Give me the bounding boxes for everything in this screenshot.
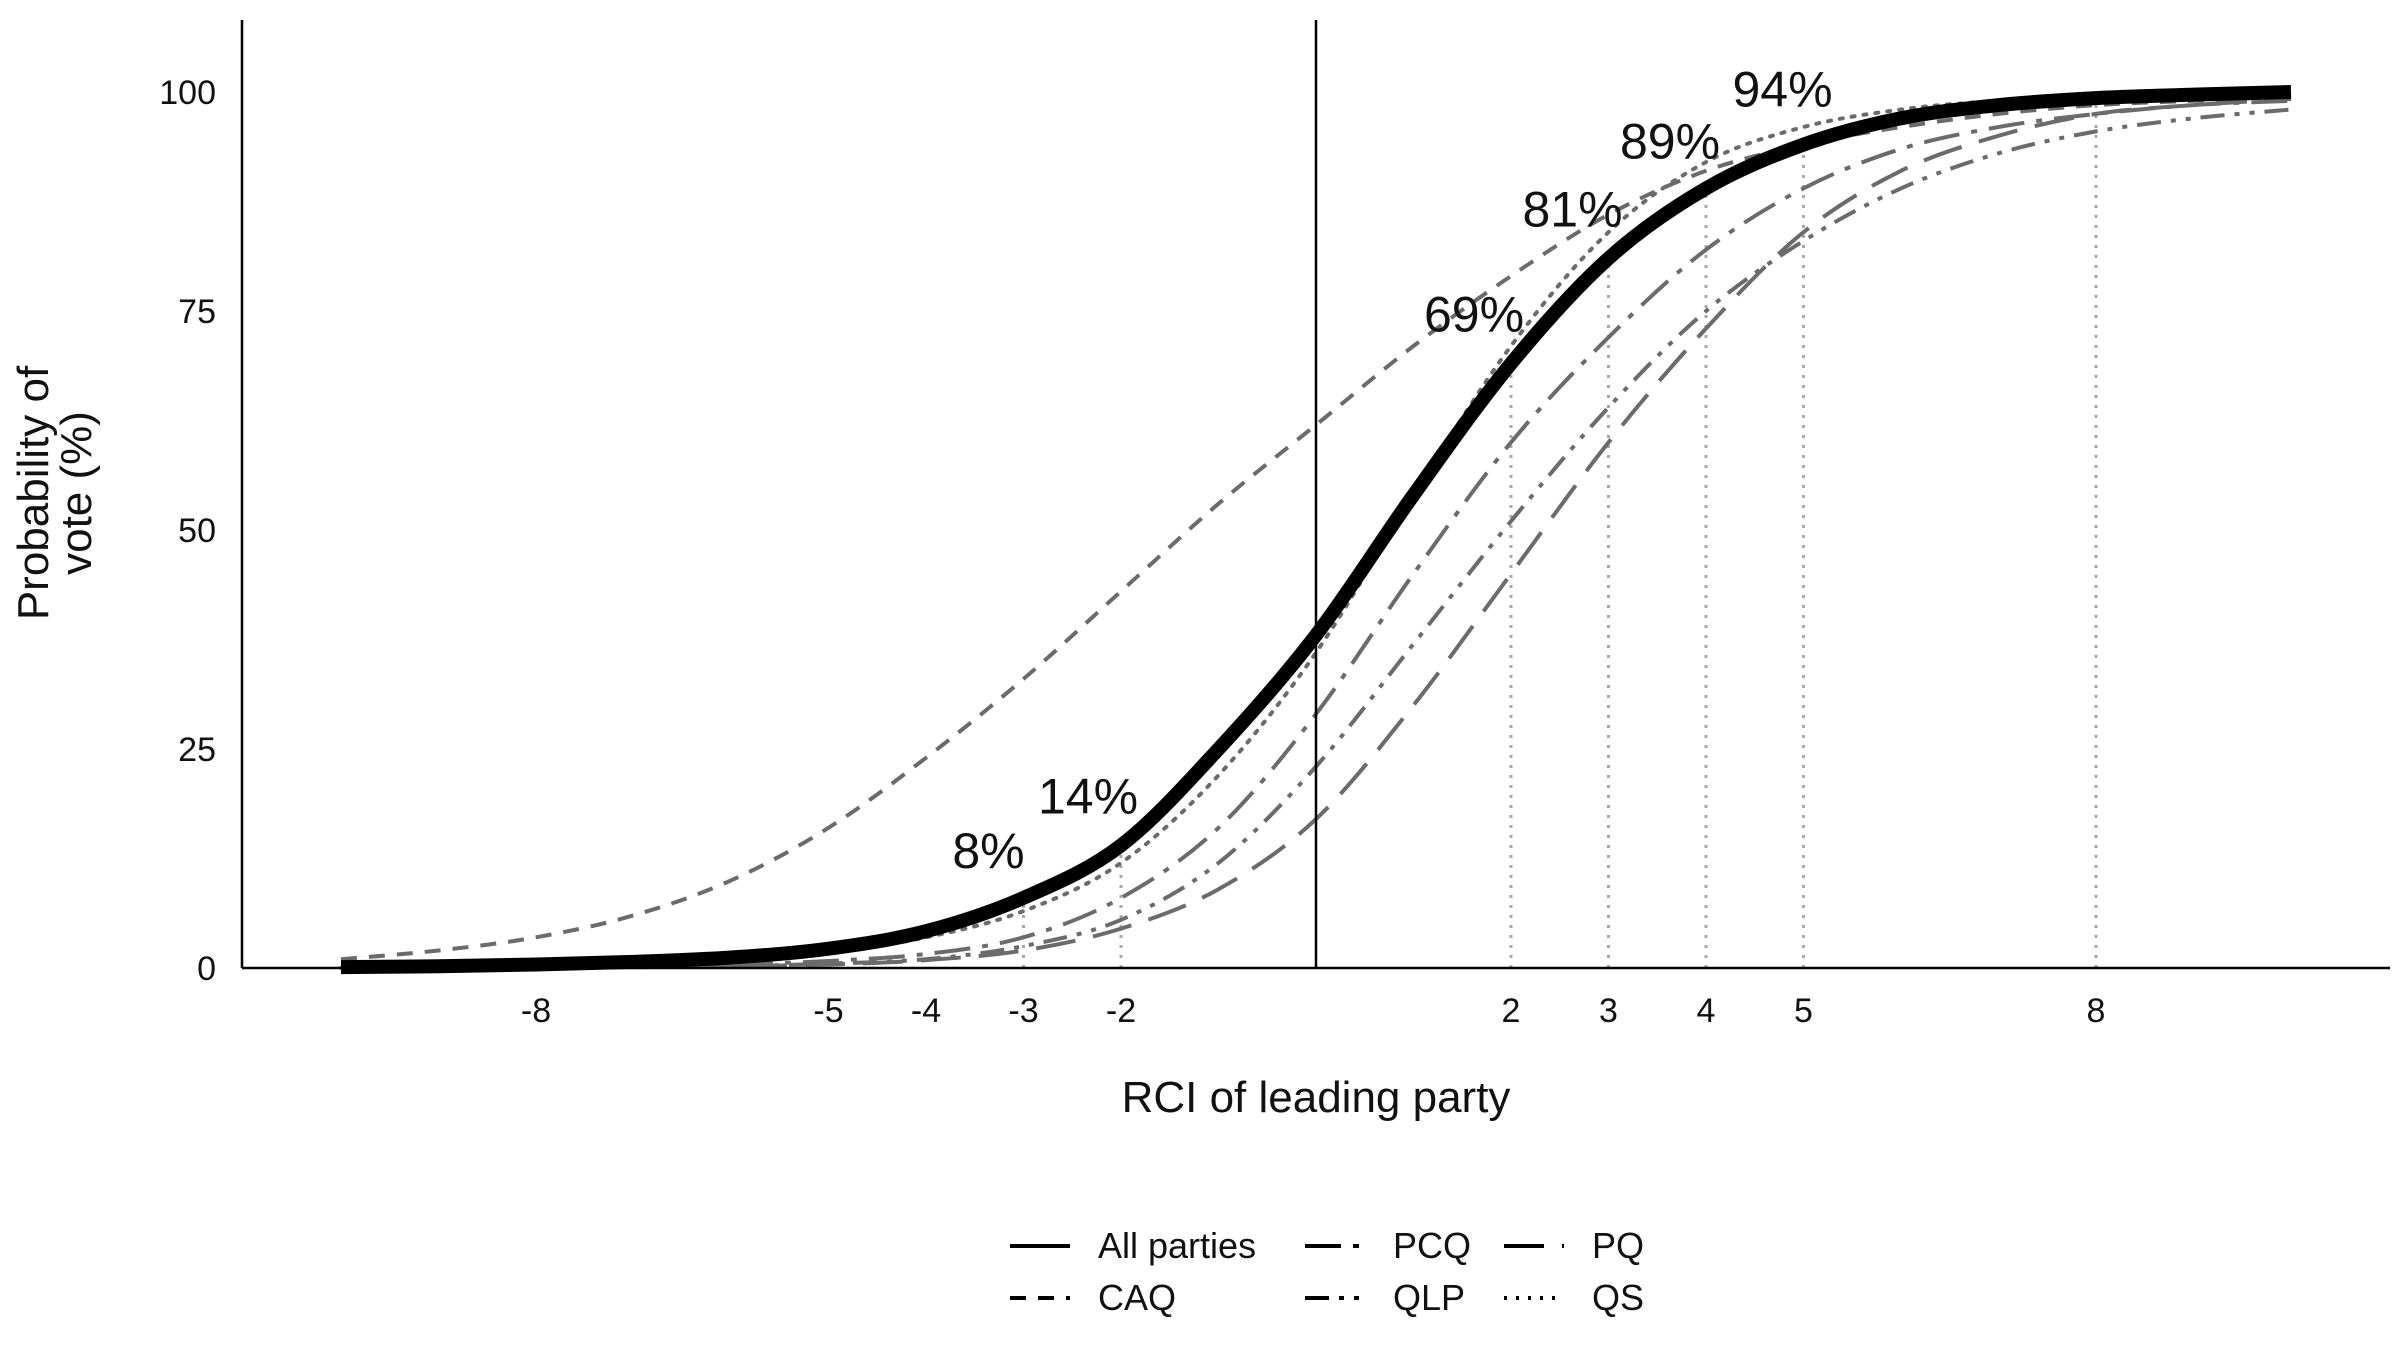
- annotations: 8%14% 69% 81% 89%94%: [952, 62, 1832, 879]
- annotation-label: 89%: [1620, 113, 1720, 169]
- legend-label: QS: [1592, 1277, 1644, 1318]
- x-tick-label: 4: [1697, 992, 1716, 1030]
- series-lines: [339, 85, 2293, 975]
- x-tick-label: 8: [2087, 992, 2106, 1030]
- axes: [240, 20, 2390, 970]
- legend-item-all-parties: All parties: [1010, 1225, 1256, 1266]
- legend-label: PCQ: [1393, 1225, 1471, 1266]
- legend-item-pq: PQ: [1504, 1225, 1644, 1266]
- x-axis-label: RCI of leading party: [1122, 1073, 1511, 1122]
- x-tick-label: -8: [521, 992, 551, 1030]
- legend-label: CAQ: [1098, 1277, 1176, 1318]
- tick-labels: 0 25 50 75 100 -8 -5 -4 -3 -2 2 3 4 5 8: [159, 74, 2105, 1030]
- y-tick-label: 100: [159, 74, 216, 112]
- y-tick-label: 75: [178, 293, 216, 331]
- series-all-parties: [340, 85, 2292, 975]
- annotation-label: 69%: [1424, 287, 1524, 343]
- annotation-label: 14%: [1038, 768, 1138, 824]
- legend-label: QLP: [1393, 1277, 1465, 1318]
- y-axis-label: Probability of vote (%): [9, 365, 101, 620]
- y-tick-label: 50: [178, 512, 216, 550]
- y-axis-label-line-2: vote (%): [52, 411, 101, 575]
- legend-item-qs: QS: [1504, 1277, 1644, 1318]
- legend-label: All parties: [1098, 1225, 1256, 1266]
- series-qlp: [340, 107, 2292, 970]
- legend-item-qlp: QLP: [1305, 1277, 1465, 1318]
- legend-item-caq: CAQ: [1010, 1277, 1176, 1318]
- legend: All parties CAQ PCQ QLP PQ QS: [1010, 1225, 1644, 1318]
- annotation-label: 94%: [1732, 62, 1832, 118]
- annotation-label: 81%: [1522, 181, 1622, 237]
- x-tick-label: -4: [911, 992, 941, 1030]
- x-tick-label: 2: [1502, 992, 1521, 1030]
- x-tick-label: -5: [813, 992, 843, 1030]
- series-caq: [340, 94, 2292, 962]
- x-tick-label: -2: [1106, 992, 1136, 1030]
- y-tick-label: 25: [178, 731, 216, 769]
- annotation-label: 8%: [952, 823, 1024, 879]
- y-axis-label-line-1: Probability of: [9, 365, 58, 620]
- x-tick-label: -3: [1008, 992, 1038, 1030]
- legend-item-pcq: PCQ: [1305, 1225, 1471, 1266]
- y-tick-label: 0: [197, 950, 216, 988]
- legend-label: PQ: [1592, 1225, 1644, 1266]
- reference-lines: [1022, 98, 2098, 968]
- x-tick-label: 5: [1794, 992, 1813, 1030]
- x-tick-label: 3: [1599, 992, 1618, 1030]
